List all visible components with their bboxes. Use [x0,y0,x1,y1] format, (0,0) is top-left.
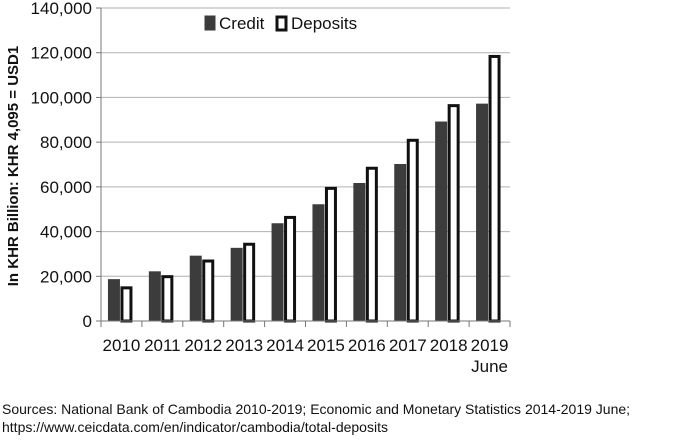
y-tick-label: 40,000 [40,223,92,242]
bar-deposits-2 [161,275,174,323]
x-tick-label: 2014 [266,336,304,355]
bar-deposits-5 [284,215,297,323]
bar-deposits-9 [447,104,460,323]
y-tick-label: 120,000 [31,44,92,63]
x-tick-label: 2010 [103,336,141,355]
bar-deposits-8 [406,138,419,323]
x-tick-label: 2016 [348,336,386,355]
bar-credit-5 [271,223,284,322]
bar-deposits-4 [243,242,256,323]
bar-credit-2 [148,271,161,322]
y-tick-label: 20,000 [40,267,92,286]
y-tick-label: 0 [83,312,92,331]
x-tick-label: 2013 [225,336,263,355]
x-tick-label: 2017 [389,336,427,355]
bar-credit-10 [476,103,489,322]
bar-deposits-1 [120,286,133,323]
bar-credit-9 [435,121,448,322]
bar-credit-7 [353,183,366,322]
y-tick-label: 100,000 [31,88,92,107]
bar-deposits-3 [202,259,215,323]
y-axis-title: In KHR Billion: KHR 4,095 = USD1 [5,46,22,286]
bars [107,54,501,323]
y-axis: 0 20,000 40,000 60,000 80,000 100,000 120,000 1… [31,0,102,331]
x-tick-label: 2019 [471,336,509,355]
legend-label-credit: Credit [219,14,265,33]
x-tick-label: 2018 [430,336,468,355]
bar-credit-4 [230,247,243,322]
legend-swatch-credit [204,15,216,31]
bar-deposits-6 [324,186,337,323]
deposits-credit-chart: 0 20,000 40,000 60,000 80,000 100,000 120,000 1… [5,0,511,376]
x-tick-label: 2012 [184,336,222,355]
bar-deposits-7 [365,166,378,323]
x-tick-label: 2011 [144,336,181,355]
bar-credit-3 [189,255,202,322]
gridlines [101,7,510,277]
source-note: Sources: National Bank of Cambodia 2010-… [2,401,631,435]
legend: Credit Deposits [204,14,357,33]
bar-deposits-10 [488,54,501,323]
x-axis: 2010 2011 2012 2013 2014 2015 2016 2017 2018 2019… [100,320,511,376]
legend-swatch-deposits [275,15,288,32]
bar-credit-6 [312,204,325,322]
x-tick-label: June [471,357,508,376]
bar-credit-1 [107,279,120,322]
y-tick-label: 60,000 [40,178,92,197]
bar-credit-8 [394,164,407,322]
y-tick-label: 80,000 [40,133,92,152]
x-tick-label: 2015 [307,336,345,355]
y-tick-label: 140,000 [31,0,92,18]
legend-label-deposits: Deposits [291,14,357,33]
